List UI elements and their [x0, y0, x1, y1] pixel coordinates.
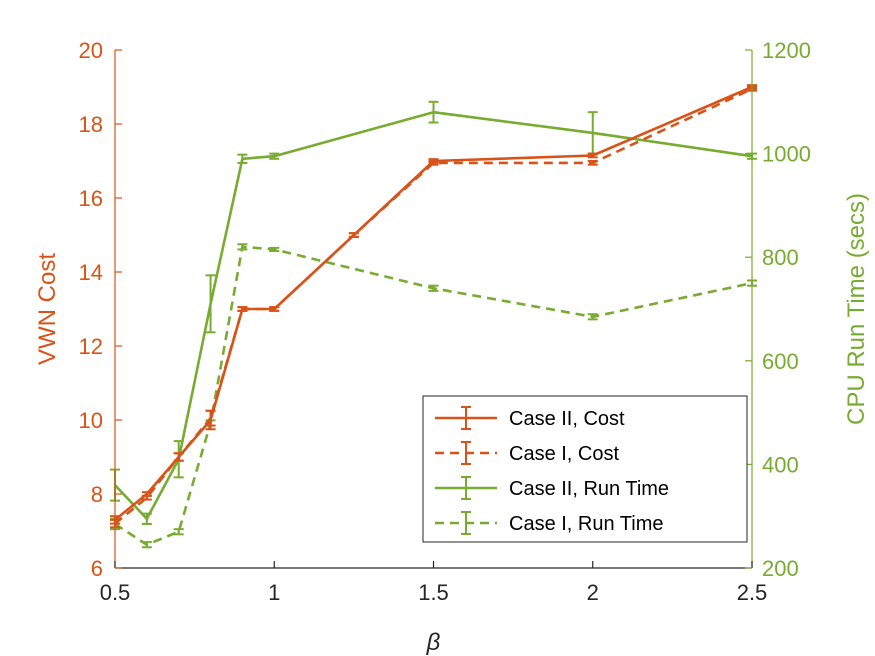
y-right-tick-label: 1200	[762, 38, 811, 63]
y-right-tick-label: 800	[762, 245, 799, 270]
y-left-tick-label: 6	[91, 556, 103, 581]
legend-entry: Case I, Run Time	[435, 511, 664, 535]
y-axis-right-title: CPU Run Time (secs)	[843, 193, 870, 425]
series-line	[114, 87, 753, 525]
y-left-tick-label: 20	[79, 38, 103, 63]
data-point	[352, 233, 356, 237]
y-right-tick-label: 1000	[762, 142, 811, 167]
data-point	[145, 496, 149, 499]
data-point	[591, 315, 594, 318]
y-left-tick-label: 14	[79, 260, 103, 285]
data-point	[273, 248, 276, 251]
data-point	[177, 530, 180, 533]
data-point	[432, 287, 435, 290]
x-tick-label: 2	[587, 580, 599, 605]
data-point	[145, 517, 149, 520]
data-point	[432, 161, 435, 165]
legend-label: Case II, Run Time	[509, 478, 669, 500]
y-axis-left-title: VWN Cost	[34, 253, 61, 365]
legend-entry: Case II, Cost	[435, 406, 625, 430]
y-right-tick-label: 400	[762, 452, 799, 477]
x-tick-label: 1	[268, 580, 280, 605]
data-point	[591, 154, 594, 157]
data-point	[591, 131, 594, 135]
data-point	[591, 161, 594, 165]
legend-label: Case I, Run Time	[509, 513, 664, 535]
legend-entry: Case II, Run Time	[435, 476, 669, 500]
data-point	[273, 307, 276, 311]
y-left-tick-label: 16	[79, 186, 103, 211]
data-point	[209, 302, 212, 306]
data-point	[273, 154, 276, 158]
data-point	[241, 157, 244, 160]
data-point	[209, 416, 212, 420]
ticks-layer: 0.5 1 1.5 2 2.5 6 8 10 12 14 16 18 20 200 400 600 800 100…	[79, 38, 811, 605]
data-point	[145, 492, 149, 496]
x-tick-label: 0.5	[100, 580, 131, 605]
data-point	[432, 110, 435, 114]
data-point	[145, 543, 149, 546]
y-left-tick-label: 12	[79, 334, 103, 359]
legend-box	[422, 395, 748, 543]
x-tick-label: 2.5	[737, 580, 768, 605]
legend-label: Case II, Cost	[509, 408, 625, 430]
data-point	[241, 245, 244, 249]
y-left-tick-label: 8	[91, 482, 103, 507]
x-axis-title: β	[426, 629, 441, 656]
legend-label: Case I, Cost	[509, 443, 619, 465]
y-left-tick-label: 10	[79, 408, 103, 433]
y-left-tick-label: 18	[79, 112, 103, 137]
data-point	[177, 455, 180, 459]
legend-entry: Case I, Cost	[435, 441, 619, 465]
legend: Case II, Cost Case I, Cost Case II, Run Ti…	[422, 395, 748, 543]
y-right-tick-label: 600	[762, 349, 799, 374]
x-tick-label: 1.5	[418, 580, 449, 605]
y-right-tick-label: 200	[762, 556, 799, 581]
data-point	[241, 307, 244, 311]
